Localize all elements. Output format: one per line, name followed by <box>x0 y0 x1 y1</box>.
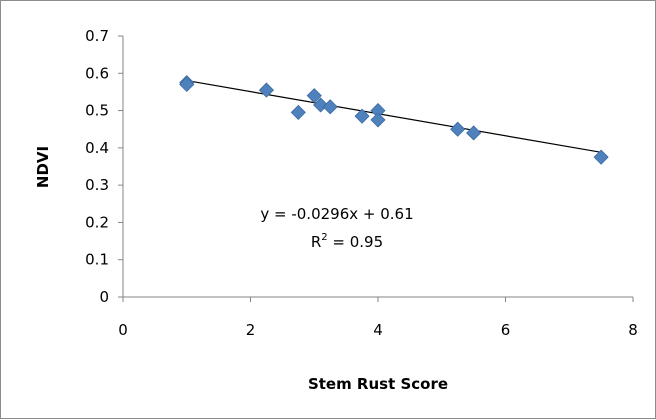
y-tick-label: 0.6 <box>85 64 109 82</box>
data-point <box>370 112 386 128</box>
x-tick-label: 0 <box>118 321 128 339</box>
r-squared-prefix: R <box>311 233 321 251</box>
y-axis-ticks: 0 0.1 0.2 0.3 0.4 0.5 0.6 0.7 <box>85 27 123 306</box>
r-squared-value: = 0.95 <box>328 233 384 251</box>
data-point <box>593 149 609 165</box>
r-squared-label: R2 = 0.95 <box>311 232 383 251</box>
y-tick-label: 0.3 <box>85 176 109 194</box>
data-point <box>290 104 306 121</box>
y-tick-label: 0.7 <box>85 27 109 45</box>
data-point <box>306 88 322 104</box>
data-point <box>450 121 466 137</box>
data-points <box>179 75 609 165</box>
y-tick-label: 0.4 <box>85 139 109 157</box>
axes: 0 0.1 0.2 0.3 0.4 0.5 0.6 0.7 0 2 4 6 8 <box>85 27 638 339</box>
data-point <box>322 99 338 115</box>
x-tick-label: 8 <box>628 321 638 339</box>
y-tick-label: 0.2 <box>85 213 109 231</box>
y-axis-title: NDVI <box>34 146 52 188</box>
y-tick-label: 0 <box>99 288 109 306</box>
data-point <box>466 125 482 141</box>
trendline-equation: y = -0.0296x + 0.61 <box>260 205 413 223</box>
y-tick-label: 0.1 <box>85 251 109 269</box>
data-point <box>258 82 275 98</box>
x-tick-label: 4 <box>373 321 383 339</box>
data-point <box>179 76 195 93</box>
data-point <box>354 108 370 124</box>
x-tick-label: 2 <box>246 321 256 339</box>
data-point <box>313 97 329 113</box>
x-axis-ticks: 0 2 4 6 8 <box>118 297 638 339</box>
r-squared-superscript: 2 <box>321 232 327 243</box>
x-axis-title: Stem Rust Score <box>308 375 448 393</box>
y-tick-label: 0.5 <box>85 102 109 120</box>
x-tick-label: 6 <box>501 321 511 339</box>
trendline <box>186 80 602 153</box>
